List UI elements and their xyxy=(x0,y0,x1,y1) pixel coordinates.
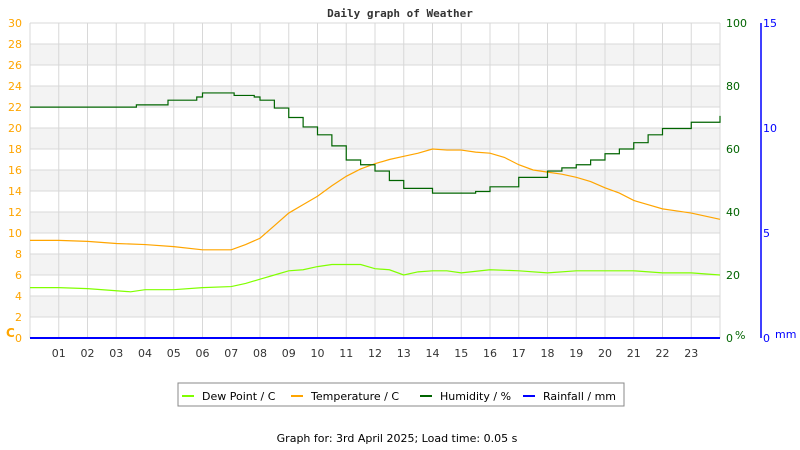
right-tick-label: 0 xyxy=(726,332,733,345)
x-tick-label: 23 xyxy=(684,347,698,360)
x-tick-label: 04 xyxy=(138,347,152,360)
x-tick-label: 16 xyxy=(483,347,497,360)
rain-tick-label: 10 xyxy=(763,122,777,135)
rain-tick-label: 0 xyxy=(763,332,770,345)
x-tick-label: 17 xyxy=(512,347,526,360)
right-tick-label: 60 xyxy=(726,143,740,156)
x-tick-label: 12 xyxy=(368,347,382,360)
left-tick-label: 8 xyxy=(15,248,22,261)
right-tick-label: 40 xyxy=(726,206,740,219)
chart-title: Daily graph of Weather xyxy=(327,7,473,20)
legend-label: Humidity / % xyxy=(440,390,511,403)
legend-label: Temperature / C xyxy=(310,390,399,403)
x-tick-label: 20 xyxy=(598,347,612,360)
x-tick-label: 03 xyxy=(109,347,123,360)
left-tick-label: 14 xyxy=(8,185,22,198)
left-tick-label: 22 xyxy=(8,101,22,114)
right-tick-label: 100 xyxy=(726,17,747,30)
x-tick-label: 13 xyxy=(397,347,411,360)
left-tick-label: 30 xyxy=(8,17,22,30)
left-tick-label: 28 xyxy=(8,38,22,51)
x-tick-label: 09 xyxy=(282,347,296,360)
x-tick-label: 05 xyxy=(167,347,181,360)
x-tick-label: 11 xyxy=(339,347,353,360)
x-tick-label: 01 xyxy=(52,347,66,360)
x-tick-label: 14 xyxy=(426,347,440,360)
x-tick-label: 22 xyxy=(656,347,670,360)
left-tick-label: 20 xyxy=(8,122,22,135)
x-tick-label: 15 xyxy=(454,347,468,360)
left-tick-label: 0 xyxy=(15,332,22,345)
legend-box xyxy=(177,382,625,407)
x-tick-label: 08 xyxy=(253,347,267,360)
rain-tick-label: 5 xyxy=(763,227,770,240)
left-tick-label: 2 xyxy=(15,311,22,324)
series-line-dew xyxy=(30,263,721,293)
series-line-humidity xyxy=(30,92,721,194)
x-tick-label: 06 xyxy=(196,347,210,360)
left-tick-label: 26 xyxy=(8,59,22,72)
rain-axis-label: mm xyxy=(775,328,796,341)
x-tick-label: 02 xyxy=(81,347,95,360)
left-axis-label: C xyxy=(6,326,15,340)
left-tick-label: 12 xyxy=(8,206,22,219)
left-tick-label: 6 xyxy=(15,269,22,282)
left-tick-label: 4 xyxy=(15,290,22,303)
left-tick-label: 24 xyxy=(8,80,22,93)
rain-tick-label: 15 xyxy=(763,17,777,30)
left-tick-label: 10 xyxy=(8,227,22,240)
right-tick-label: 20 xyxy=(726,269,740,282)
series-line-temperature xyxy=(30,148,721,251)
footer-text: Graph for: 3rd April 2025; Load time: 0.… xyxy=(277,432,518,445)
x-tick-label: 18 xyxy=(541,347,555,360)
legend: Dew Point / C Temperature / C Humidity / %… xyxy=(177,382,625,407)
x-tick-label: 07 xyxy=(224,347,238,360)
x-tick-label: 19 xyxy=(569,347,583,360)
x-tick-label: 10 xyxy=(311,347,325,360)
legend-label: Rainfall / mm xyxy=(543,390,616,403)
right-tick-label: 80 xyxy=(726,80,740,93)
x-tick-label: 21 xyxy=(627,347,641,360)
legend-label: Dew Point / C xyxy=(202,390,276,403)
right-axis-label: % xyxy=(735,329,745,342)
left-tick-label: 16 xyxy=(8,164,22,177)
left-tick-label: 18 xyxy=(8,143,22,156)
